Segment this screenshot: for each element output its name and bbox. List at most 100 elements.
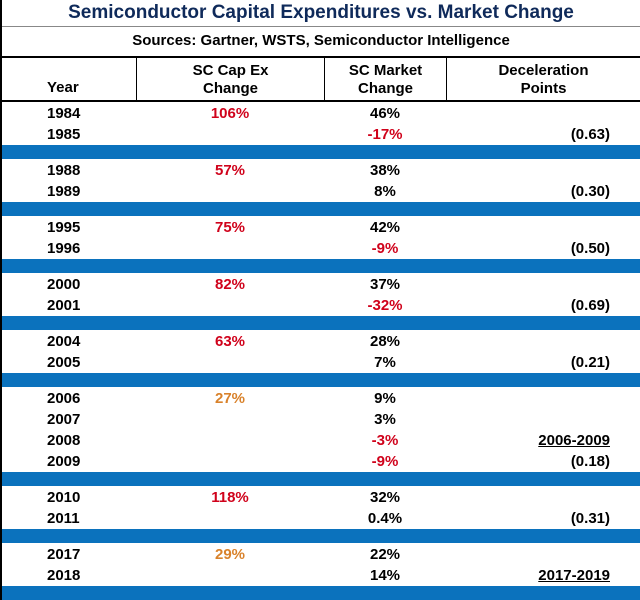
header-market: SC Market Change [324, 58, 446, 100]
market-cell: 28% [369, 333, 401, 350]
market-cell: -17% [367, 126, 403, 143]
header-capex: SC Cap Ex Change [136, 58, 324, 100]
header-decel-line2: Points [520, 80, 567, 97]
decel-cell: (0.63) [570, 126, 610, 143]
header-year: Year [47, 79, 79, 96]
capex-cell: 106% [210, 105, 250, 122]
header-market-line1: SC Market [348, 62, 423, 79]
table-row: 1989 8% (0.30) [2, 181, 640, 202]
capex-cell: 82% [214, 276, 246, 293]
year-cell: 2017 [47, 546, 81, 563]
table-row: 2000 82% 37% [2, 274, 640, 295]
capex-cell [136, 565, 324, 586]
decel-cell [446, 388, 640, 409]
table-row: 1984 106% 46% [2, 103, 640, 124]
decel-cell: (0.31) [570, 510, 610, 527]
decel-cell: (0.69) [570, 297, 610, 314]
capex-cell: 118% [211, 489, 249, 506]
decel-cell: (0.21) [570, 354, 610, 371]
year-cell: 1996 [47, 240, 81, 257]
market-cell: 9% [374, 390, 396, 407]
header-decel-line1: Deceleration [498, 62, 589, 79]
market-cell: 38% [369, 162, 401, 179]
year-cell: 2010 [47, 489, 81, 506]
year-cell: 1985 [47, 126, 81, 143]
row-group: 1995 75% 42% 1996 -9% (0.50) [2, 216, 640, 273]
year-cell: 2000 [47, 276, 81, 293]
year-cell: 2008 [47, 432, 81, 449]
table-row: 1995 75% 42% [2, 217, 640, 238]
capex-cell [136, 238, 324, 259]
market-cell: 37% [369, 276, 401, 293]
table-row: 1988 57% 38% [2, 160, 640, 181]
capex-cell [136, 352, 324, 373]
market-cell: 7% [374, 354, 396, 371]
table-row: 1985 -17% (0.63) [2, 124, 640, 145]
row-group: 2010 118% 32% 2011 0.4% (0.31) [2, 486, 640, 543]
year-cell: 2006 [47, 390, 81, 407]
capex-cell: 63% [214, 333, 246, 350]
decel-cell: (0.18) [570, 453, 610, 470]
decel-cell [446, 274, 640, 295]
row-group: 1984 106% 46% 1985 -17% (0.63) [2, 102, 640, 159]
header-market-line2: Change [357, 80, 413, 97]
decel-cell: 2017-2019 [538, 567, 610, 584]
year-cell: 1984 [47, 105, 81, 122]
table-header: Year SC Cap Ex Change SC Market Change D… [2, 58, 640, 102]
table-row: 2010 118% 32% [2, 487, 640, 508]
year-cell: 2005 [47, 354, 81, 371]
table-row: 2018 14% 2017-2019 [2, 565, 640, 586]
header-deceleration: Deceleration Points [446, 58, 640, 100]
row-group: 1988 57% 38% 1989 8% (0.30) [2, 159, 640, 216]
table-body: 1984 106% 46% 1985 -17% (0.63) 1988 57% 38% 1989 8… [2, 102, 640, 600]
market-cell: -3% [371, 432, 399, 449]
table-row: 2011 0.4% (0.31) [2, 508, 640, 529]
market-cell: 8% [374, 183, 396, 200]
market-cell: 3% [374, 411, 396, 428]
header-capex-line1: SC Cap Ex [192, 62, 269, 79]
year-cell: 1995 [47, 219, 81, 236]
market-cell: 0.4% [367, 510, 403, 527]
capex-cell: 27% [214, 390, 246, 407]
market-cell: 14% [369, 567, 401, 584]
decel-cell [446, 487, 640, 508]
capex-cell [136, 451, 324, 472]
decel-cell [446, 103, 640, 124]
capex-cell [136, 295, 324, 316]
decel-cell [446, 331, 640, 352]
table-row: 2001 -32% (0.69) [2, 295, 640, 316]
row-group: 2000 82% 37% 2001 -32% (0.69) [2, 273, 640, 330]
capex-cell [136, 430, 324, 451]
table-row: 2006 27% 9% [2, 388, 640, 409]
capex-cell [136, 508, 324, 529]
table-row: 2017 29% 22% [2, 544, 640, 565]
decel-cell [446, 544, 640, 565]
market-cell: 32% [369, 489, 401, 506]
header-capex-line2: Change [202, 80, 258, 97]
year-cell: 1988 [47, 162, 81, 179]
capex-cell [136, 124, 324, 145]
table-title: Semiconductor Capital Expenditures vs. M… [2, 0, 640, 27]
market-cell: 46% [369, 105, 401, 122]
market-cell: -9% [371, 453, 399, 470]
year-cell: 2001 [47, 297, 81, 314]
year-cell: 2009 [47, 453, 81, 470]
capex-cell [136, 409, 324, 430]
row-group: 2006 27% 9% 2007 3% 2008 -3% 2006-2009 2009 -9% (0… [2, 387, 640, 486]
table-row: 2007 3% [2, 409, 640, 430]
year-cell: 2004 [47, 333, 81, 350]
table-row: 2005 7% (0.21) [2, 352, 640, 373]
decel-cell: 2006-2009 [538, 432, 610, 449]
capex-cell [136, 181, 324, 202]
table-row: 2004 63% 28% [2, 331, 640, 352]
capex-cell: 75% [214, 219, 246, 236]
table-row: 2009 -9% (0.18) [2, 451, 640, 472]
decel-cell: (0.30) [570, 183, 610, 200]
table-row: 2008 -3% 2006-2009 [2, 430, 640, 451]
decel-cell [446, 160, 640, 181]
row-group: 2004 63% 28% 2005 7% (0.21) [2, 330, 640, 387]
capex-cell: 29% [214, 546, 246, 563]
table-row: 1996 -9% (0.50) [2, 238, 640, 259]
year-cell: 2018 [47, 567, 81, 584]
